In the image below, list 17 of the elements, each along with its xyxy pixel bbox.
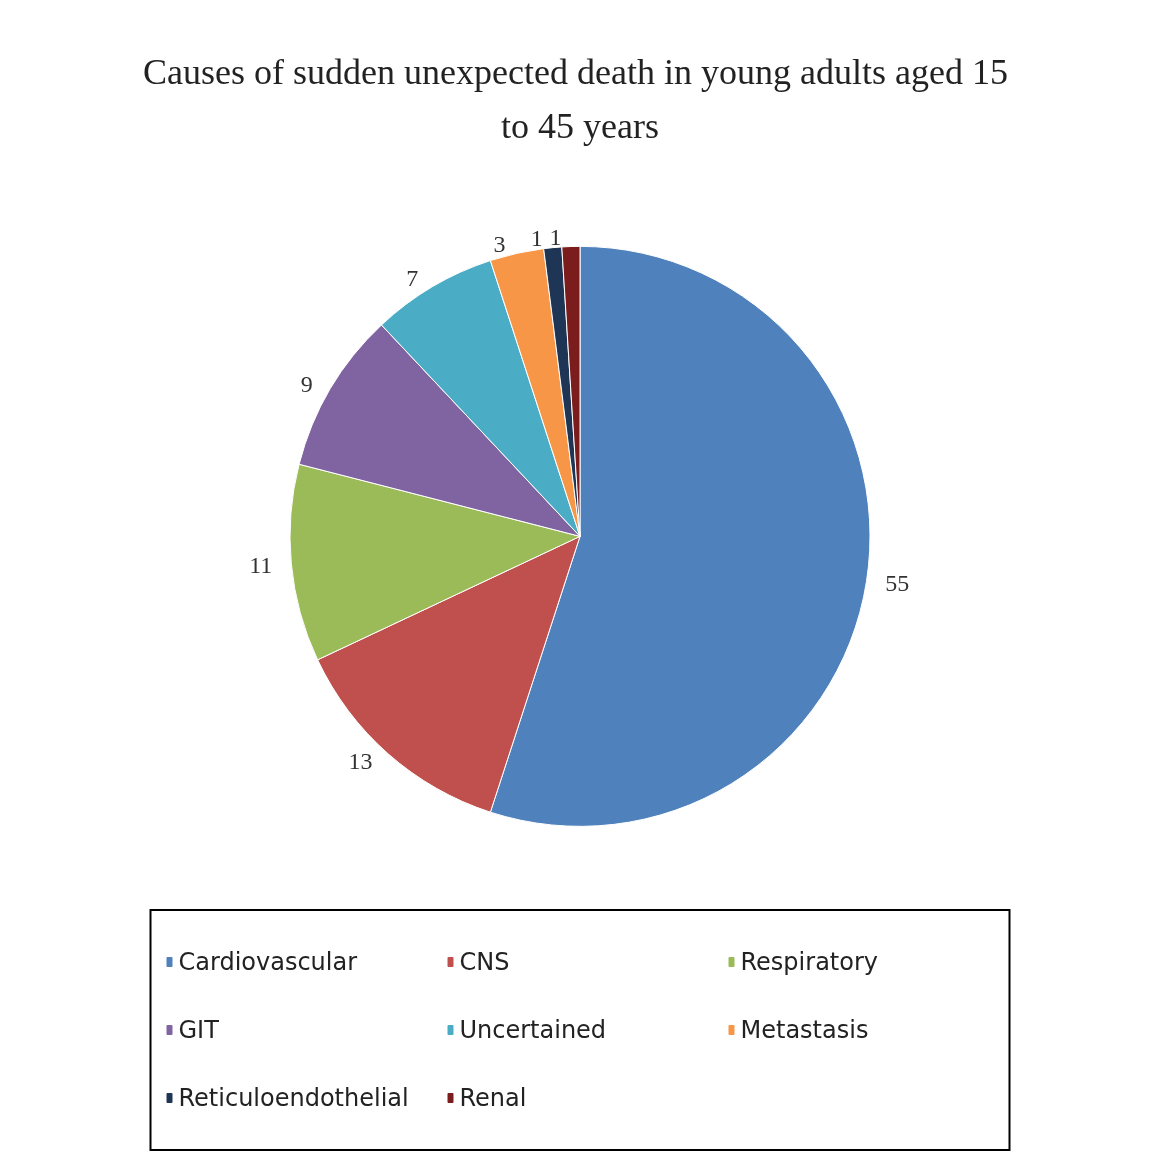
data-label: 1 [549, 223, 562, 250]
chart-title: Causes of sudden unexpected death in young adults aged 15 to 45 years [143, 52, 1017, 146]
legend-label: Cardiovascular [178, 948, 358, 976]
data-label: 7 [406, 265, 419, 292]
legend-label: Metastasis [740, 1016, 869, 1044]
data-label: 9 [300, 370, 313, 397]
legend-label: GIT [178, 1016, 220, 1044]
data-label: 1 [530, 224, 543, 251]
legend-label: Renal [459, 1084, 527, 1112]
legend-label: Uncertained [459, 1016, 607, 1044]
data-label: 11 [249, 551, 273, 578]
data-label: 13 [348, 748, 373, 775]
data-label: 55 [885, 570, 910, 597]
legend-label: CNS [459, 948, 510, 976]
legend-label: Reticuloendothelial [178, 1084, 409, 1112]
legend-label: Respiratory [740, 948, 879, 976]
data-label: 3 [493, 230, 506, 257]
